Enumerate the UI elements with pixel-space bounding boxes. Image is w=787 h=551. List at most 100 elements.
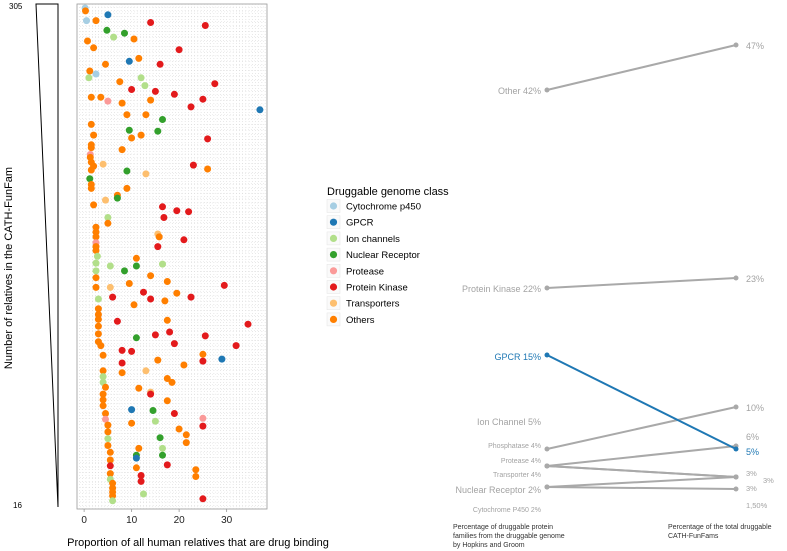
- point-oth: [163, 397, 171, 405]
- point-pk: [118, 346, 126, 354]
- point-oth: [104, 442, 112, 449]
- point-pk: [220, 281, 228, 289]
- point-pk: [147, 390, 155, 398]
- slope-line-ion-channel: [546, 406, 737, 450]
- point-pk: [189, 161, 197, 169]
- legend-key-trans: [329, 299, 338, 307]
- point-oth: [104, 421, 112, 429]
- left-label-protein-kinase: Protein Kinase 22%: [462, 284, 541, 294]
- slope-start-protein-kinase: [544, 285, 550, 291]
- point-oth: [147, 96, 155, 104]
- left-caption-line-1: Percentage of druggable protein: [453, 524, 553, 531]
- left-label-ion-channel: Ion Channel 5%: [477, 417, 541, 427]
- relatives-wedge: [35, 3, 59, 508]
- y-axis-label: Number of relatives in the CATH-FunFam: [3, 167, 15, 369]
- slope-line-phosphatase: [546, 445, 737, 467]
- legend-title: Druggable genome class: [327, 186, 449, 198]
- point-oth: [97, 93, 105, 101]
- x-tick-label: 10: [126, 515, 138, 526]
- slope-line-gpcr: [546, 354, 737, 450]
- point-pk: [173, 207, 181, 215]
- right-caption-line-2: CATH-FunFams: [668, 533, 719, 540]
- point-nr: [86, 175, 94, 183]
- point-oth: [94, 330, 102, 338]
- point-pk: [160, 214, 168, 221]
- right-caption-line-1: Percentage of the total druggable: [668, 524, 772, 531]
- point-oth: [180, 361, 188, 369]
- point-nr: [132, 262, 140, 270]
- point-gpcr: [128, 406, 136, 414]
- legend-label-oth: Others: [346, 315, 375, 326]
- point-oth: [123, 184, 131, 192]
- y-top-label: 305: [9, 2, 23, 11]
- point-oth: [90, 131, 98, 139]
- point-ion: [137, 74, 145, 82]
- point-oth: [125, 280, 133, 287]
- slope-start-cytochrome-p450: [544, 484, 550, 490]
- point-ion: [104, 435, 112, 443]
- point-ion: [85, 74, 93, 82]
- left-label-transporter: Transporter 4%: [493, 472, 541, 479]
- point-oth: [128, 134, 136, 142]
- point-pk: [180, 236, 188, 244]
- point-oth: [99, 396, 107, 404]
- left-label-gpcr: GPCR 15%: [494, 352, 541, 362]
- point-oth: [94, 322, 102, 330]
- point-oth: [84, 37, 91, 45]
- left-label-phosphatase: Phosphatase 4%: [488, 443, 541, 450]
- point-nr: [113, 194, 121, 202]
- point-oth: [182, 431, 190, 439]
- point-oth: [137, 131, 145, 139]
- point-nr: [121, 267, 128, 275]
- point-cyp: [83, 17, 90, 25]
- slope-end-protein-kinase: [733, 275, 739, 281]
- point-oth: [94, 305, 102, 313]
- legend-key-gpcr: [329, 218, 338, 226]
- slope-end-other: [733, 42, 739, 48]
- legend-label-pk: Protein Kinase: [346, 283, 408, 294]
- point-oth: [147, 272, 155, 280]
- point-prot: [199, 414, 207, 422]
- point-pk: [166, 328, 174, 336]
- point-ion: [99, 373, 107, 381]
- point-pk: [187, 293, 195, 301]
- point-pk: [170, 340, 178, 348]
- legend-key-ion: [329, 234, 338, 242]
- point-gpcr: [218, 355, 226, 363]
- point-pk: [109, 293, 117, 301]
- point-ion: [104, 214, 112, 221]
- legend-key-oth: [329, 315, 338, 323]
- point-pk: [140, 288, 147, 296]
- right-caption: Percentage of the total druggable CATH-F…: [668, 524, 773, 540]
- point-oth: [87, 144, 95, 152]
- point-oth: [99, 390, 107, 398]
- point-oth: [128, 419, 136, 427]
- legend-key-cyp: [329, 202, 338, 210]
- point-ion: [159, 260, 166, 268]
- legend-label-prot: Protease: [346, 266, 384, 277]
- point-nr: [159, 451, 166, 459]
- point-oth: [135, 54, 143, 62]
- scatter-chart: 305 16 Number of relatives in the CATH-F…: [3, 2, 449, 549]
- point-pk: [118, 359, 126, 367]
- point-ion: [109, 497, 117, 505]
- left-caption-line-3: by Hopkins and Groom: [453, 542, 525, 549]
- point-oth: [182, 439, 190, 447]
- point-oth: [163, 316, 171, 324]
- point-pk: [232, 342, 240, 350]
- point-pk: [185, 208, 193, 216]
- point-pk: [187, 103, 195, 111]
- point-oth: [118, 369, 126, 377]
- point-pk: [244, 320, 252, 328]
- point-pk: [113, 317, 121, 325]
- slope-line-protein-kinase: [546, 277, 737, 289]
- point-oth: [92, 228, 100, 236]
- point-oth: [123, 111, 131, 119]
- point-pk: [175, 46, 183, 54]
- point-ion: [159, 444, 166, 452]
- right-label-other: 47%: [746, 41, 764, 51]
- point-oth: [155, 233, 163, 241]
- point-oth: [168, 378, 176, 386]
- point-oth: [99, 351, 107, 359]
- point-oth: [97, 342, 105, 350]
